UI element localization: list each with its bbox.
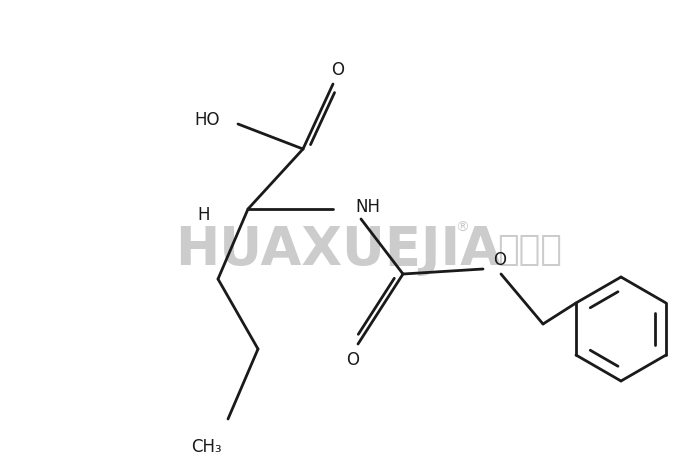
Text: H: H <box>198 206 210 224</box>
Text: 化学加: 化学加 <box>498 232 563 266</box>
Text: CH₃: CH₃ <box>191 437 221 455</box>
Text: O: O <box>347 350 359 368</box>
Text: ®: ® <box>455 220 469 234</box>
Text: O: O <box>332 61 345 79</box>
Text: NH: NH <box>355 198 380 216</box>
Text: HO: HO <box>194 111 220 129</box>
Text: O: O <box>493 250 506 269</box>
Text: HUAXUEJIA: HUAXUEJIA <box>175 224 501 275</box>
